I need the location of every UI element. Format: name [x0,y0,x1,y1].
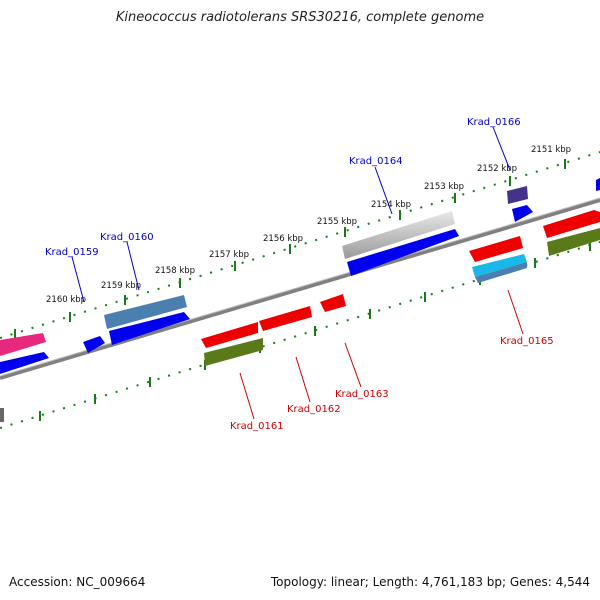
cds-gray-krad-0164 [342,211,455,259]
gene-label-krad-0166: Krad_0166 [467,117,521,128]
gene-label-krad-0159: Krad_0159 [45,247,99,258]
ruler-label-2154: 2154 kbp [371,200,411,210]
sequence-backbone [0,198,600,380]
cds-blue-right-edge [596,178,600,191]
cds-red-krad-0165 [469,236,523,262]
ruler-label-2151: 2151 kbp [531,145,571,155]
cds-red-krad-0162 [259,306,312,331]
ruler-label-2158: 2158 kbp [155,266,195,276]
cds-blue-left [0,352,49,374]
ruler-label-2156: 2156 kbp [263,234,303,244]
cds-red-krad-0163 [320,294,346,312]
cds-cyan-krad-0165 [472,254,527,277]
gene-label-krad-0163: Krad_0163 [335,389,389,400]
cds-red-krad-0161 [201,322,258,348]
gene-label-krad-0162: Krad_0162 [287,404,341,415]
accession-text: Accession: NC_009664 [9,575,146,589]
label-leader-lines [71,126,524,420]
gene-label-krad-0164: Krad_0164 [349,156,403,167]
ruler-label-2157: 2157 kbp [209,250,249,260]
cds-red-right [543,210,600,238]
ruler-end-block [0,408,4,422]
gene-label-krad-0160: Krad_0160 [100,232,154,243]
cds-blue-2159 [109,312,190,345]
sequence-backbone-highlight [0,197,600,377]
cds-olive-krad-0161 [204,338,263,366]
cds-blue-small-2152 [512,205,533,222]
ruler-label-2159: 2159 kbp [101,281,141,291]
cds-pink-left [0,333,46,356]
cds-navy-krad-0166 [507,186,528,204]
gene-label-krad-0165: Krad_0165 [500,336,554,347]
ruler-label-2155: 2155 kbp [317,217,357,227]
ruler-label-2160: 2160 kbp [46,295,86,305]
map-title: Kineococcus radiotolerans SRS30216, comp… [115,10,485,25]
genome-summary-text: Topology: linear; Length: 4,761,183 bp; … [270,575,590,589]
cds-blue-small-2160 [83,336,105,353]
ruler-label-2153: 2153 kbp [424,182,464,192]
cds-steel-krad-0160 [104,295,187,329]
cds-olive-right [547,228,600,256]
ruler-label-2152: 2152 kbp [477,164,517,174]
cds-steel-krad-0165 [475,262,527,283]
cds-blue-2155 [347,229,459,276]
gene-label-krad-0161: Krad_0161 [230,421,284,432]
